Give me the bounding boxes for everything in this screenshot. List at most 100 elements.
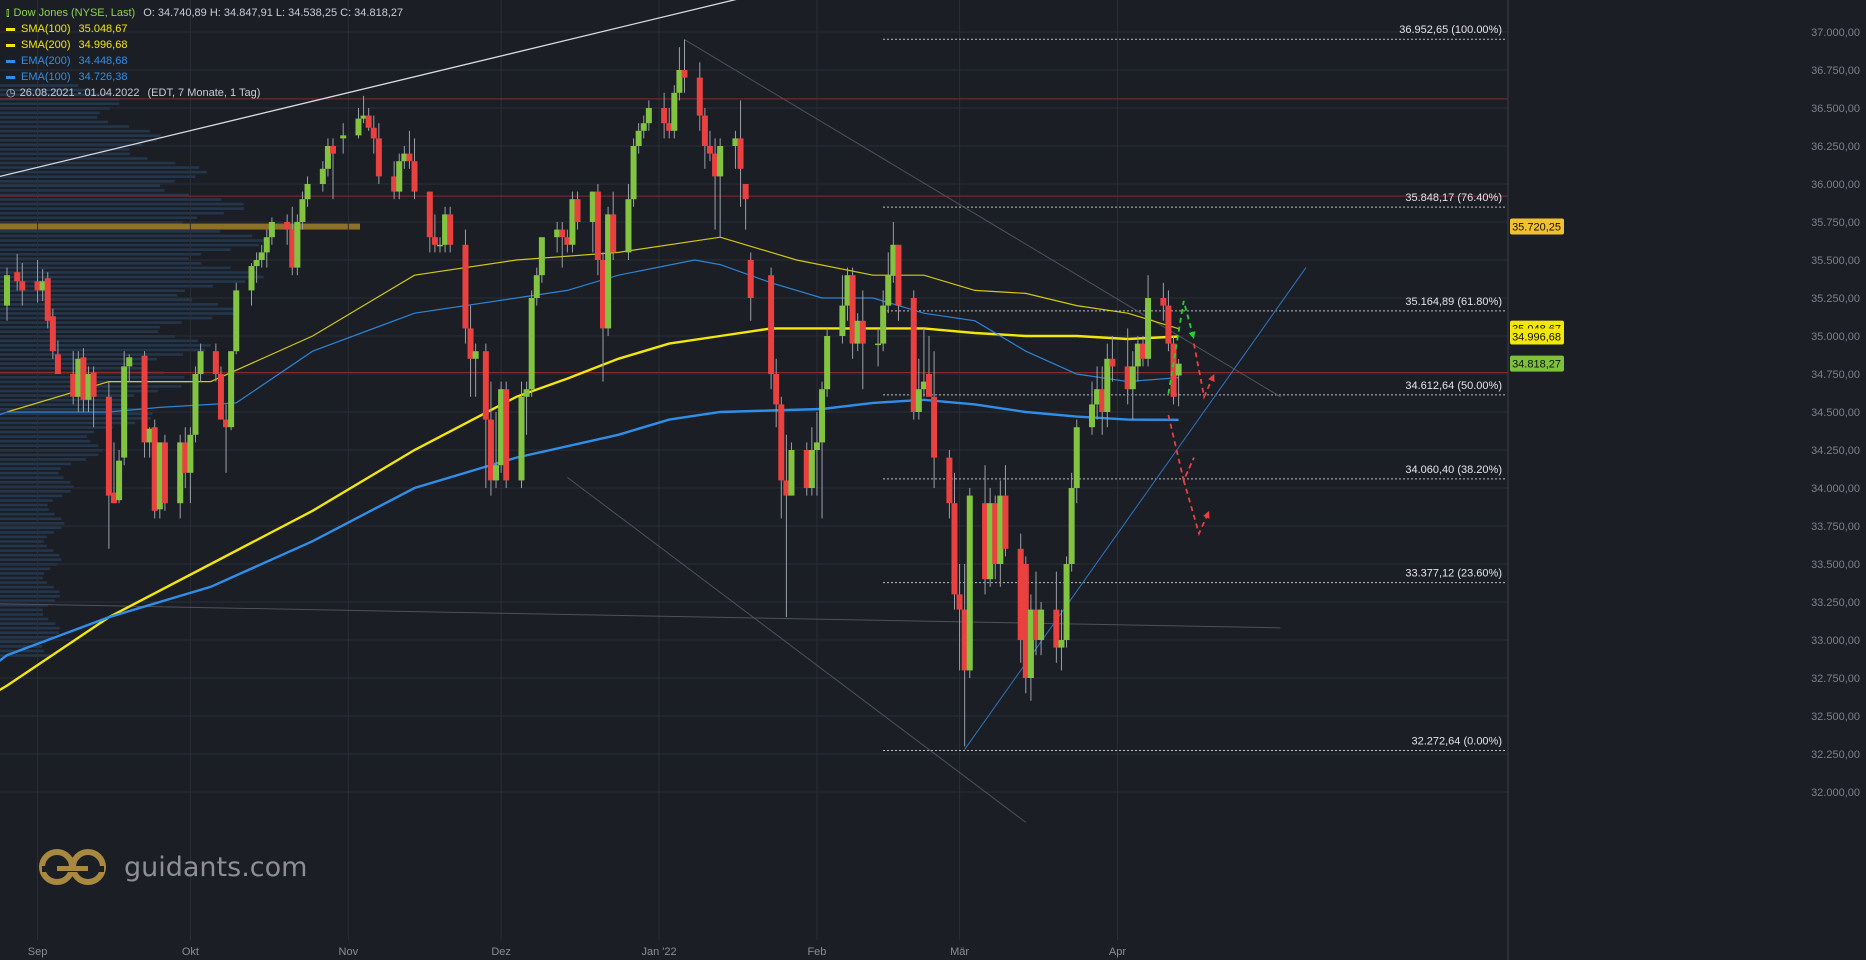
- x-tick-label: Dez: [491, 946, 511, 958]
- y-tick-label: 36.750,00: [1811, 65, 1860, 77]
- profile-bar: [0, 398, 123, 402]
- trendline: [964, 267, 1307, 750]
- candle-body: [915, 389, 922, 412]
- candle-body: [681, 70, 688, 78]
- profile-bar: [0, 599, 55, 603]
- candle-body: [1099, 389, 1106, 412]
- candle-body: [859, 320, 866, 344]
- candle-body: [116, 460, 123, 501]
- legend-indicator-value: 34.726,38: [78, 71, 128, 83]
- profile-bar: [0, 193, 189, 197]
- candle-body: [39, 281, 46, 291]
- profile-bar: [0, 293, 178, 297]
- candle-body: [487, 419, 494, 481]
- bars-icon: ⫾: [6, 7, 10, 19]
- candle-body: [105, 396, 112, 496]
- profile-bar: [0, 576, 43, 580]
- candle-body: [910, 298, 917, 412]
- legend-indicator-name: EMA(100): [21, 71, 71, 83]
- profile-bar: [0, 631, 59, 634]
- candle-body: [319, 168, 326, 184]
- candle-body: [1068, 488, 1075, 564]
- candle-body: [946, 457, 953, 504]
- candle-body: [813, 442, 820, 450]
- profile-bar: [0, 262, 202, 265]
- y-tick-label: 32.750,00: [1811, 673, 1860, 685]
- fib-label: 35.848,17 (76.40%): [1405, 192, 1502, 204]
- profile-bar: [0, 148, 130, 151]
- candle-body: [676, 70, 683, 93]
- profile-bar: [0, 508, 49, 511]
- x-tick-label: Sep: [28, 946, 48, 958]
- profile-bar: [0, 312, 235, 315]
- candle-body: [605, 214, 612, 329]
- profile-bar: [0, 88, 93, 92]
- candle-body: [854, 320, 861, 344]
- profile-bar: [0, 649, 44, 653]
- profile-bar: [0, 471, 59, 475]
- profile-bar: [0, 330, 159, 334]
- candle-body: [472, 351, 479, 359]
- price-badge: [1510, 328, 1564, 345]
- candle-body: [671, 92, 678, 131]
- candle-body: [773, 374, 780, 405]
- profile-bar: [0, 289, 186, 292]
- profile-bar: [0, 572, 45, 575]
- candle-body: [1160, 298, 1167, 306]
- candle-body: [233, 290, 240, 352]
- legend-indicator-value: 35.048,67: [78, 23, 128, 35]
- ema200-line: [0, 398, 1179, 662]
- candle-body: [630, 146, 637, 200]
- candle-body: [538, 237, 545, 276]
- profile-bar: [0, 230, 221, 233]
- legend-indicator-value: 34.448,68: [78, 55, 128, 67]
- logo-text: guidants.com: [124, 851, 308, 883]
- profile-bar: [0, 298, 193, 302]
- guidants-logo[interactable]: guidants.com: [38, 848, 307, 886]
- y-tick-label: 35.750,00: [1811, 217, 1860, 229]
- candle-body: [294, 222, 301, 268]
- candle-body: [926, 374, 933, 397]
- candle-body: [258, 252, 265, 260]
- candle-body: [992, 503, 999, 564]
- profile-bar: [0, 325, 160, 329]
- candle-body: [447, 214, 454, 245]
- projection-up-arrow: [1167, 300, 1195, 394]
- profile-bar: [0, 353, 183, 356]
- candle-body: [1104, 358, 1111, 412]
- candle-body: [956, 594, 963, 610]
- candle-body: [844, 275, 851, 306]
- profile-bar: [0, 458, 86, 461]
- y-tick-label: 34.500,00: [1811, 407, 1860, 419]
- candle-body: [177, 442, 184, 504]
- candle-body: [80, 357, 87, 400]
- legend-ema100: EMA(100) 34.726,38: [6, 69, 403, 85]
- candle-body: [589, 191, 596, 222]
- candle-body: [391, 176, 398, 192]
- candle-body: [706, 146, 713, 154]
- projection-down-arrow-head: [1203, 510, 1210, 519]
- profile-bar: [0, 161, 176, 165]
- candle-body: [182, 442, 189, 473]
- profile-bar: [0, 517, 62, 520]
- profile-bar: [0, 307, 237, 311]
- projection-arrows: [1167, 300, 1216, 537]
- projection-red-arrow: [1193, 343, 1216, 400]
- candle-body: [885, 275, 892, 306]
- candle-body: [966, 495, 973, 671]
- profile-bar: [0, 403, 128, 406]
- sma-swatch-icon: [6, 27, 15, 31]
- profile-bar: [0, 321, 182, 324]
- candle-body: [982, 503, 989, 580]
- x-tick-label: Nov: [339, 946, 359, 958]
- candle-body: [141, 355, 148, 443]
- profile-bar: [0, 239, 269, 242]
- candle-body: [19, 281, 26, 291]
- y-tick-label: 33.750,00: [1811, 521, 1860, 533]
- candle-body: [849, 275, 856, 344]
- candle-body: [569, 199, 576, 245]
- legend-indicator-name: SMA(200): [21, 39, 71, 51]
- profile-bar: [0, 407, 142, 411]
- profile-bar: [0, 412, 153, 416]
